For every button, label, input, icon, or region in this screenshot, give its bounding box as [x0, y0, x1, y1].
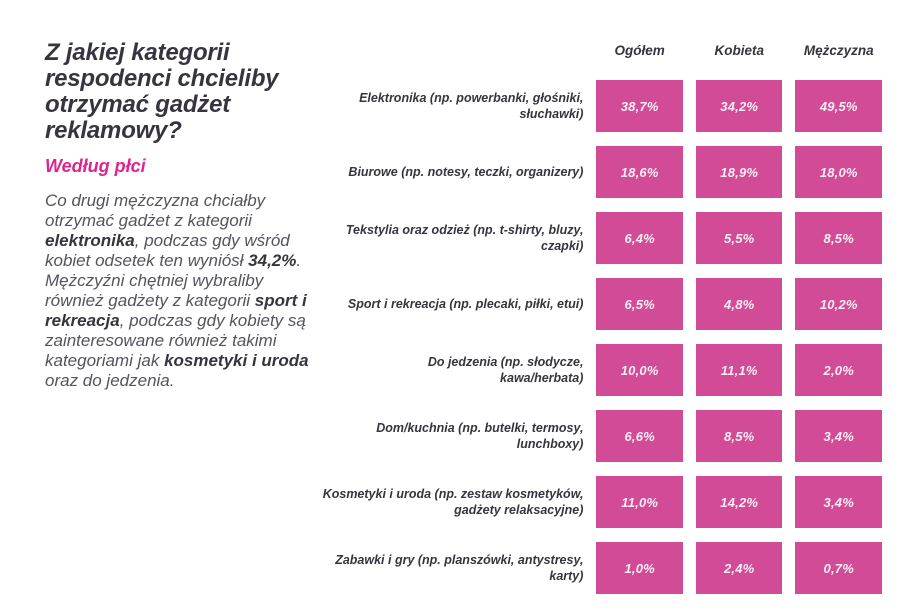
summary-paragraph: Co drugi mężczyzna chciałby otrzymać gad…: [45, 191, 309, 390]
value-cell: 38,7%: [596, 80, 683, 132]
value-cell: 2,4%: [695, 542, 783, 594]
value-cell: 10,0%: [596, 344, 683, 396]
value-cell: 3,4%: [795, 476, 883, 528]
value-cell: 18,0%: [795, 146, 883, 198]
table-row: Do jedzenia (np. słodycze, kawa/herbata)…: [295, 344, 883, 396]
value-cell: 5,5%: [695, 212, 783, 264]
row-label: Zabawki i gry (np. planszówki, antystres…: [335, 553, 584, 583]
column-header-mezczyzna: Mężczyzna: [803, 43, 874, 58]
value-cell: 0,7%: [795, 542, 883, 594]
table-row: Biurowe (np. notesy, teczki, organizery)…: [295, 146, 883, 198]
subtitle: Według płci: [45, 156, 146, 176]
value-cell: 10,2%: [795, 278, 883, 330]
row-label: Dom/kuchnia (np. butelki, termosy, lunch…: [376, 421, 584, 451]
value-cell: 49,5%: [795, 80, 883, 132]
row-label: Tekstylia oraz odzież (np. t-shirty, blu…: [345, 223, 584, 253]
value-cell: 8,5%: [695, 410, 783, 462]
row-label: Do jedzenia (np. słodycze, kawa/herbata): [427, 355, 584, 385]
table-row: Tekstylia oraz odzież (np. t-shirty, blu…: [295, 212, 883, 264]
value-cell: 2,0%: [795, 344, 883, 396]
value-cell: 8,5%: [795, 212, 883, 264]
value-cell: 14,2%: [695, 476, 783, 528]
table-row: Elektronika (np. powerbanki, głośniki, s…: [295, 80, 883, 132]
value-cell: 11,1%: [695, 344, 783, 396]
row-label: Sport i rekreacja (np. plecaki, piłki, e…: [347, 297, 584, 311]
value-cell: 11,0%: [596, 476, 683, 528]
value-cell: 6,6%: [596, 410, 683, 462]
column-header-ogolem: Ogółem: [614, 43, 665, 58]
value-cell: 6,5%: [596, 278, 683, 330]
table-rows: Elektronika (np. powerbanki, głośniki, s…: [295, 80, 883, 594]
value-cell: 1,0%: [596, 542, 683, 594]
row-label: Biurowe (np. notesy, teczki, organizery): [348, 165, 584, 179]
column-header-kobieta: Kobieta: [714, 43, 764, 58]
table-row: Dom/kuchnia (np. butelki, termosy, lunch…: [295, 410, 883, 462]
results-table: Ogółem Kobieta Mężczyzna Elektronika (np…: [295, 0, 883, 608]
row-label: Kosmetyki i uroda (np. zestaw kosmetyków…: [322, 487, 584, 517]
table-row: Kosmetyki i uroda (np. zestaw kosmetyków…: [295, 476, 883, 528]
value-cell: 18,9%: [695, 146, 783, 198]
value-cell: 3,4%: [795, 410, 883, 462]
page-title: Z jakiej kategorii respodenci chcieliby …: [45, 39, 279, 144]
row-label: Elektronika (np. powerbanki, głośniki, s…: [359, 91, 584, 121]
table-row: Zabawki i gry (np. planszówki, antystres…: [295, 542, 883, 594]
value-cell: 6,4%: [596, 212, 683, 264]
value-cell: 4,8%: [695, 278, 783, 330]
value-cell: 18,6%: [596, 146, 683, 198]
value-cell: 34,2%: [695, 80, 783, 132]
left-panel: Z jakiej kategorii respodenci chcieliby …: [45, 40, 323, 391]
table-header-row: Ogółem Kobieta Mężczyzna: [295, 0, 882, 58]
table-row: Sport i rekreacja (np. plecaki, piłki, e…: [295, 278, 883, 330]
